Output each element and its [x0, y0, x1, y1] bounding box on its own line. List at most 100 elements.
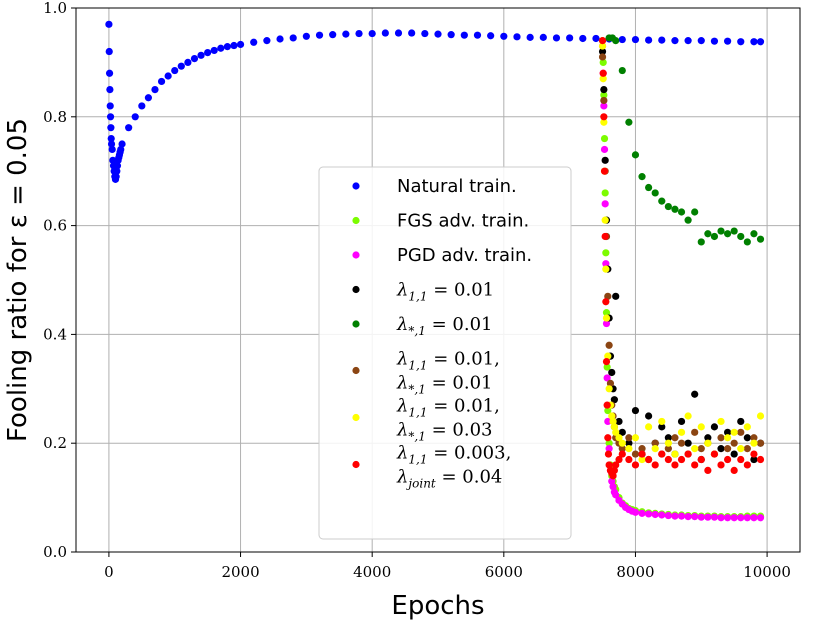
data-point — [105, 69, 114, 77]
data-point — [631, 35, 640, 44]
data-point — [125, 124, 133, 132]
data-point — [697, 445, 705, 453]
data-point — [750, 450, 758, 458]
data-point — [750, 38, 758, 46]
y-tick-label: 0.0 — [43, 543, 67, 561]
y-tick-label: 0.4 — [43, 325, 67, 343]
plot-frame — [75, 7, 801, 553]
data-point — [602, 265, 610, 273]
data-point — [342, 30, 350, 38]
data-point — [710, 513, 719, 521]
data-point — [600, 102, 608, 110]
data-point — [612, 428, 620, 436]
data-point — [618, 428, 626, 436]
data-point — [691, 445, 699, 453]
data-point — [602, 319, 611, 328]
data-point — [151, 86, 159, 94]
data-point — [615, 434, 623, 442]
data-point — [730, 227, 738, 235]
data-point — [625, 439, 633, 447]
data-point — [737, 232, 745, 241]
data-point — [500, 32, 508, 40]
data-point — [599, 58, 607, 66]
legend-label: λ1,1 = 0.003, — [396, 443, 511, 467]
data-point — [592, 34, 600, 43]
data-point — [601, 200, 609, 208]
data-point — [658, 423, 666, 431]
y-axis-label: Fooling ratio for ε = 0.05 — [3, 118, 33, 442]
data-point — [664, 202, 672, 211]
data-point — [604, 406, 612, 415]
data-point — [691, 513, 699, 521]
data-point — [677, 455, 686, 464]
data-point — [618, 450, 626, 458]
data-point — [638, 445, 646, 453]
data-point — [730, 450, 738, 458]
data-point — [579, 34, 587, 43]
legend-marker — [352, 285, 360, 294]
data-point — [743, 461, 751, 469]
data-point — [107, 124, 115, 132]
data-point — [684, 216, 692, 224]
data-point — [602, 298, 610, 306]
data-point — [601, 232, 609, 241]
legend-label: λ*,1 = 0.03 — [396, 420, 492, 444]
data-point — [697, 423, 705, 431]
data-point — [608, 368, 616, 377]
data-point — [671, 434, 679, 442]
data-point — [664, 434, 672, 442]
data-point — [315, 31, 324, 39]
data-point — [605, 461, 613, 469]
data-point — [236, 40, 245, 49]
legend-label: λ1,1 = 0.01 — [396, 280, 494, 304]
data-point — [615, 417, 623, 426]
data-point — [190, 54, 199, 63]
data-point — [750, 455, 758, 464]
data-point — [737, 417, 745, 426]
data-point — [730, 439, 738, 447]
data-point — [717, 514, 725, 522]
data-point — [756, 412, 765, 420]
data-point — [434, 30, 442, 38]
data-point — [610, 423, 618, 431]
data-point — [612, 461, 620, 469]
data-point — [106, 102, 114, 110]
data-points — [105, 20, 765, 522]
data-point — [638, 509, 646, 517]
data-point — [704, 230, 712, 238]
series-3 — [598, 47, 765, 464]
data-point — [658, 36, 666, 44]
data-point — [691, 428, 699, 436]
data-point — [106, 86, 114, 94]
data-point — [329, 31, 337, 39]
data-point — [107, 134, 115, 143]
data-point — [603, 401, 611, 409]
data-point — [730, 514, 738, 522]
data-point — [600, 134, 609, 143]
data-point — [487, 32, 495, 40]
legend-label: FGS adv. train. — [397, 211, 529, 232]
series-7 — [598, 37, 765, 480]
data-point — [164, 72, 172, 80]
legend-label: Natural train. — [397, 176, 517, 197]
data-point — [604, 292, 612, 300]
data-point — [138, 102, 146, 110]
data-point — [691, 208, 699, 216]
data-point — [609, 417, 617, 426]
data-point — [113, 167, 121, 175]
y-tick-label: 0.8 — [43, 108, 67, 126]
data-point — [625, 118, 633, 126]
y-tick-label: 0.2 — [43, 434, 67, 452]
legend-label: λ*,1 = 0.01 — [396, 373, 492, 397]
data-point — [645, 510, 653, 518]
data-point — [737, 514, 745, 522]
data-point — [610, 466, 618, 474]
data-point — [355, 29, 363, 38]
data-point — [204, 49, 212, 57]
data-point — [230, 41, 238, 50]
data-point — [612, 292, 620, 300]
data-point — [677, 512, 686, 520]
data-point — [724, 434, 732, 442]
data-point — [600, 86, 608, 94]
data-point — [118, 140, 126, 148]
